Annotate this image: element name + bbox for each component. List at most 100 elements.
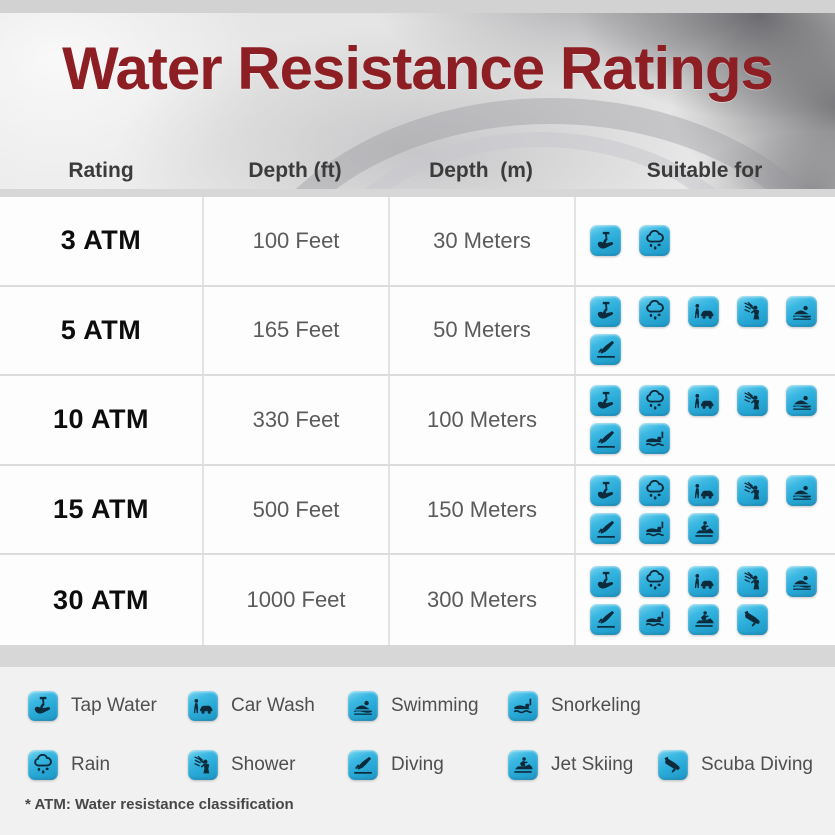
depth-ft-cell: 100 Feet [202,197,388,285]
depth-m-cell: 30 Meters [388,197,574,285]
rating-cell: 30 ATM [52,584,149,615]
swimming-icon [786,385,817,417]
table-row: 5 ATM 165 Feet 50 Meters [0,286,835,377]
rain-icon [28,750,58,780]
footnote: * ATM: Water resistance classification [25,796,294,813]
snorkeling-icon [508,691,538,721]
rain-icon [639,475,670,507]
table-row: 15 ATM 500 Feet 150 Meters [0,465,835,556]
legend-label: Snorkeling [551,695,641,716]
tap-water-icon [28,691,58,721]
depth-ft-cell: 165 Feet [202,286,388,375]
snorkeling-icon [639,603,670,635]
rain-icon [639,225,670,257]
legend-item-rain: Rain [28,750,188,780]
suitable-for-cell [574,197,835,285]
legend-row-2: Rain Shower Diving Jet Skiing Scuba Diving [28,750,813,780]
legend-label: Shower [231,754,296,775]
shower-icon [737,565,768,597]
snorkeling-icon [639,513,670,545]
suitable-for-cell [574,555,835,645]
diving-icon [590,423,621,455]
diving-icon [590,333,621,365]
table-row: 10 ATM 330 Feet 100 Meters [0,376,835,466]
car-wash-icon [688,565,719,597]
swimming-icon [348,691,378,721]
scuba-diving-icon [737,603,768,635]
tap-water-icon [590,565,621,597]
activity-icons [590,225,835,257]
column-header-rating: Rating [68,159,134,182]
car-wash-icon [188,691,218,721]
scuba-diving-icon [658,750,688,780]
footer-divider-band [0,645,835,667]
header-divider-band [0,189,835,197]
legend-label: Diving [391,754,444,775]
column-header-depth-ft: Depth (ft) [248,159,342,182]
ratings-table-body: 3 ATM 100 Feet 30 Meters 5 ATM 165 Feet … [0,197,835,645]
rain-icon [639,565,670,597]
snorkeling-icon [639,423,670,455]
depth-ft-cell: 1000 Feet [202,555,388,645]
swimming-icon [786,295,817,327]
table-row: 3 ATM 100 Feet 30 Meters [0,197,835,287]
car-wash-icon [688,475,719,507]
suitable-for-cell [574,465,835,554]
diving-icon [590,603,621,635]
shower-icon [188,750,218,780]
legend-item-diving: Diving [348,750,508,780]
swimming-icon [786,565,817,597]
tap-water-icon [590,385,621,417]
rating-cell: 3 ATM [60,225,142,256]
legend-label: Swimming [391,695,479,716]
legend-item-shower: Shower [188,750,348,780]
table-column-headers: Rating Depth (ft) Depth (m) Suitable for [0,152,835,190]
legend-item-car-wash: Car Wash [188,691,348,721]
diving-icon [590,513,621,545]
rating-cell: 15 ATM [52,494,149,525]
legend-label: Jet Skiing [551,754,634,775]
shower-icon [737,475,768,507]
depth-ft-cell: 330 Feet [202,376,388,464]
jet-skiing-icon [508,750,538,780]
suitable-for-cell [574,376,835,464]
legend-item-tap-water: Tap Water [28,691,188,721]
table-row: 30 ATM 1000 Feet 300 Meters [0,555,835,645]
jet-skiing-icon [688,513,719,545]
shower-icon [737,295,768,327]
car-wash-icon [688,385,719,417]
column-header-suitable-for: Suitable for [646,159,763,182]
swimming-icon [786,475,817,507]
activity-icons [590,295,835,365]
legend-label: Car Wash [231,695,315,716]
rating-cell: 5 ATM [60,314,142,345]
diving-icon [348,750,378,780]
tap-water-icon [590,225,621,257]
activity-icons [590,565,835,635]
car-wash-icon [688,295,719,327]
legend-label: Scuba Diving [701,754,813,775]
rain-icon [639,385,670,417]
legend-item-scuba-diving: Scuba Diving [658,750,813,780]
top-gray-strip [0,0,835,13]
legend-item-swimming: Swimming [348,691,508,721]
rain-icon [639,295,670,327]
jet-skiing-icon [688,603,719,635]
activity-icons [590,475,835,545]
legend-row-1: Tap Water Car Wash Swimming Snorkeling [28,691,658,721]
suitable-for-cell [574,286,835,375]
depth-ft-cell: 500 Feet [202,465,388,554]
tap-water-icon [590,295,621,327]
legend-item-snorkeling: Snorkeling [508,691,658,721]
rating-cell: 10 ATM [52,404,149,435]
page-title: Water Resistance Ratings [62,35,774,102]
activity-icons [590,385,835,455]
legend-item-jet-skiing: Jet Skiing [508,750,658,780]
depth-m-cell: 300 Meters [388,555,574,645]
depth-m-cell: 100 Meters [388,376,574,464]
legend-label: Tap Water [71,695,157,716]
tap-water-icon [590,475,621,507]
watch-photo-backdrop [0,0,835,197]
legend-label: Rain [71,754,111,775]
